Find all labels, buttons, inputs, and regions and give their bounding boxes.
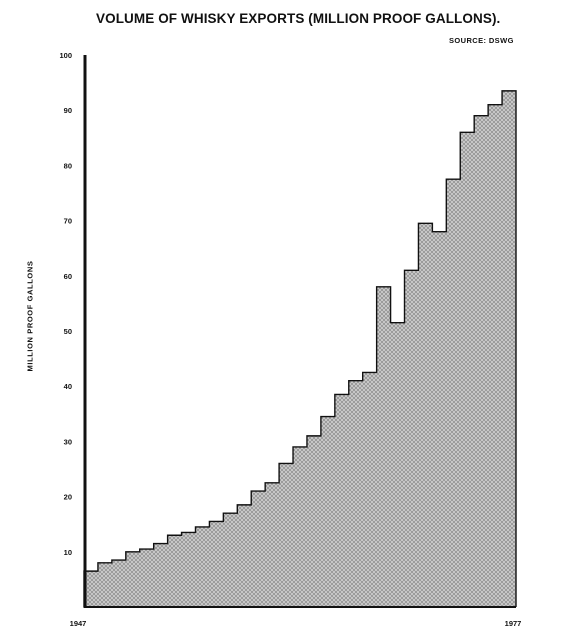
bar-1973 [446,179,461,607]
bar-1952 [153,543,169,607]
x-tick-labels: 1947 1977 [70,619,522,628]
bar-1964 [320,416,336,607]
y-tick-label: 100 [59,51,72,60]
y-tick-label: 60 [64,272,72,281]
bar-1954 [181,532,196,607]
bar-1956 [209,521,224,607]
bar-1968 [376,286,391,607]
bar-1961 [279,463,294,607]
bar-1970 [404,270,419,607]
bar-1962 [293,446,308,607]
y-tick-labels: 10 20 30 40 50 60 70 80 90 100 [59,51,72,557]
bar-1950 [125,551,141,607]
bar-1975 [474,115,489,607]
series-outline [83,90,517,607]
y-tick-label: 90 [64,106,72,115]
chart-title: VOLUME OF WHISKY EXPORTS (MILLION PROOF … [96,11,501,26]
bar-1949 [111,560,127,607]
y-tick-label: 50 [64,327,72,336]
bars-layer [84,90,517,608]
bar-1951 [139,549,155,607]
bar-1948 [97,562,113,607]
bar-1967 [362,372,378,607]
bar-1972 [432,231,447,607]
bar-1947 [84,571,99,607]
x-tick-label: 1977 [505,619,522,628]
x-tick-label: 1947 [70,619,87,628]
bar-1977 [502,90,517,607]
chart-source: SOURCE: DSWG [449,36,514,45]
bar-1959 [251,491,266,607]
bar-1958 [237,504,252,607]
y-tick-label: 70 [64,217,72,226]
y-tick-label: 80 [64,161,72,170]
bar-1974 [460,132,475,607]
bar-1976 [488,104,503,608]
y-tick-label: 20 [64,493,72,502]
bar-1960 [265,482,280,607]
bar-1953 [167,535,182,607]
bar-1965 [334,394,350,607]
bar-1969 [390,322,405,607]
y-tick-label: 40 [64,382,72,391]
y-tick-label: 30 [64,437,72,446]
bar-1963 [306,435,322,607]
bar-1966 [348,380,364,607]
bar-1971 [418,223,433,608]
bar-1957 [223,513,238,607]
bar-1955 [195,526,210,607]
y-tick-label: 10 [64,548,72,557]
